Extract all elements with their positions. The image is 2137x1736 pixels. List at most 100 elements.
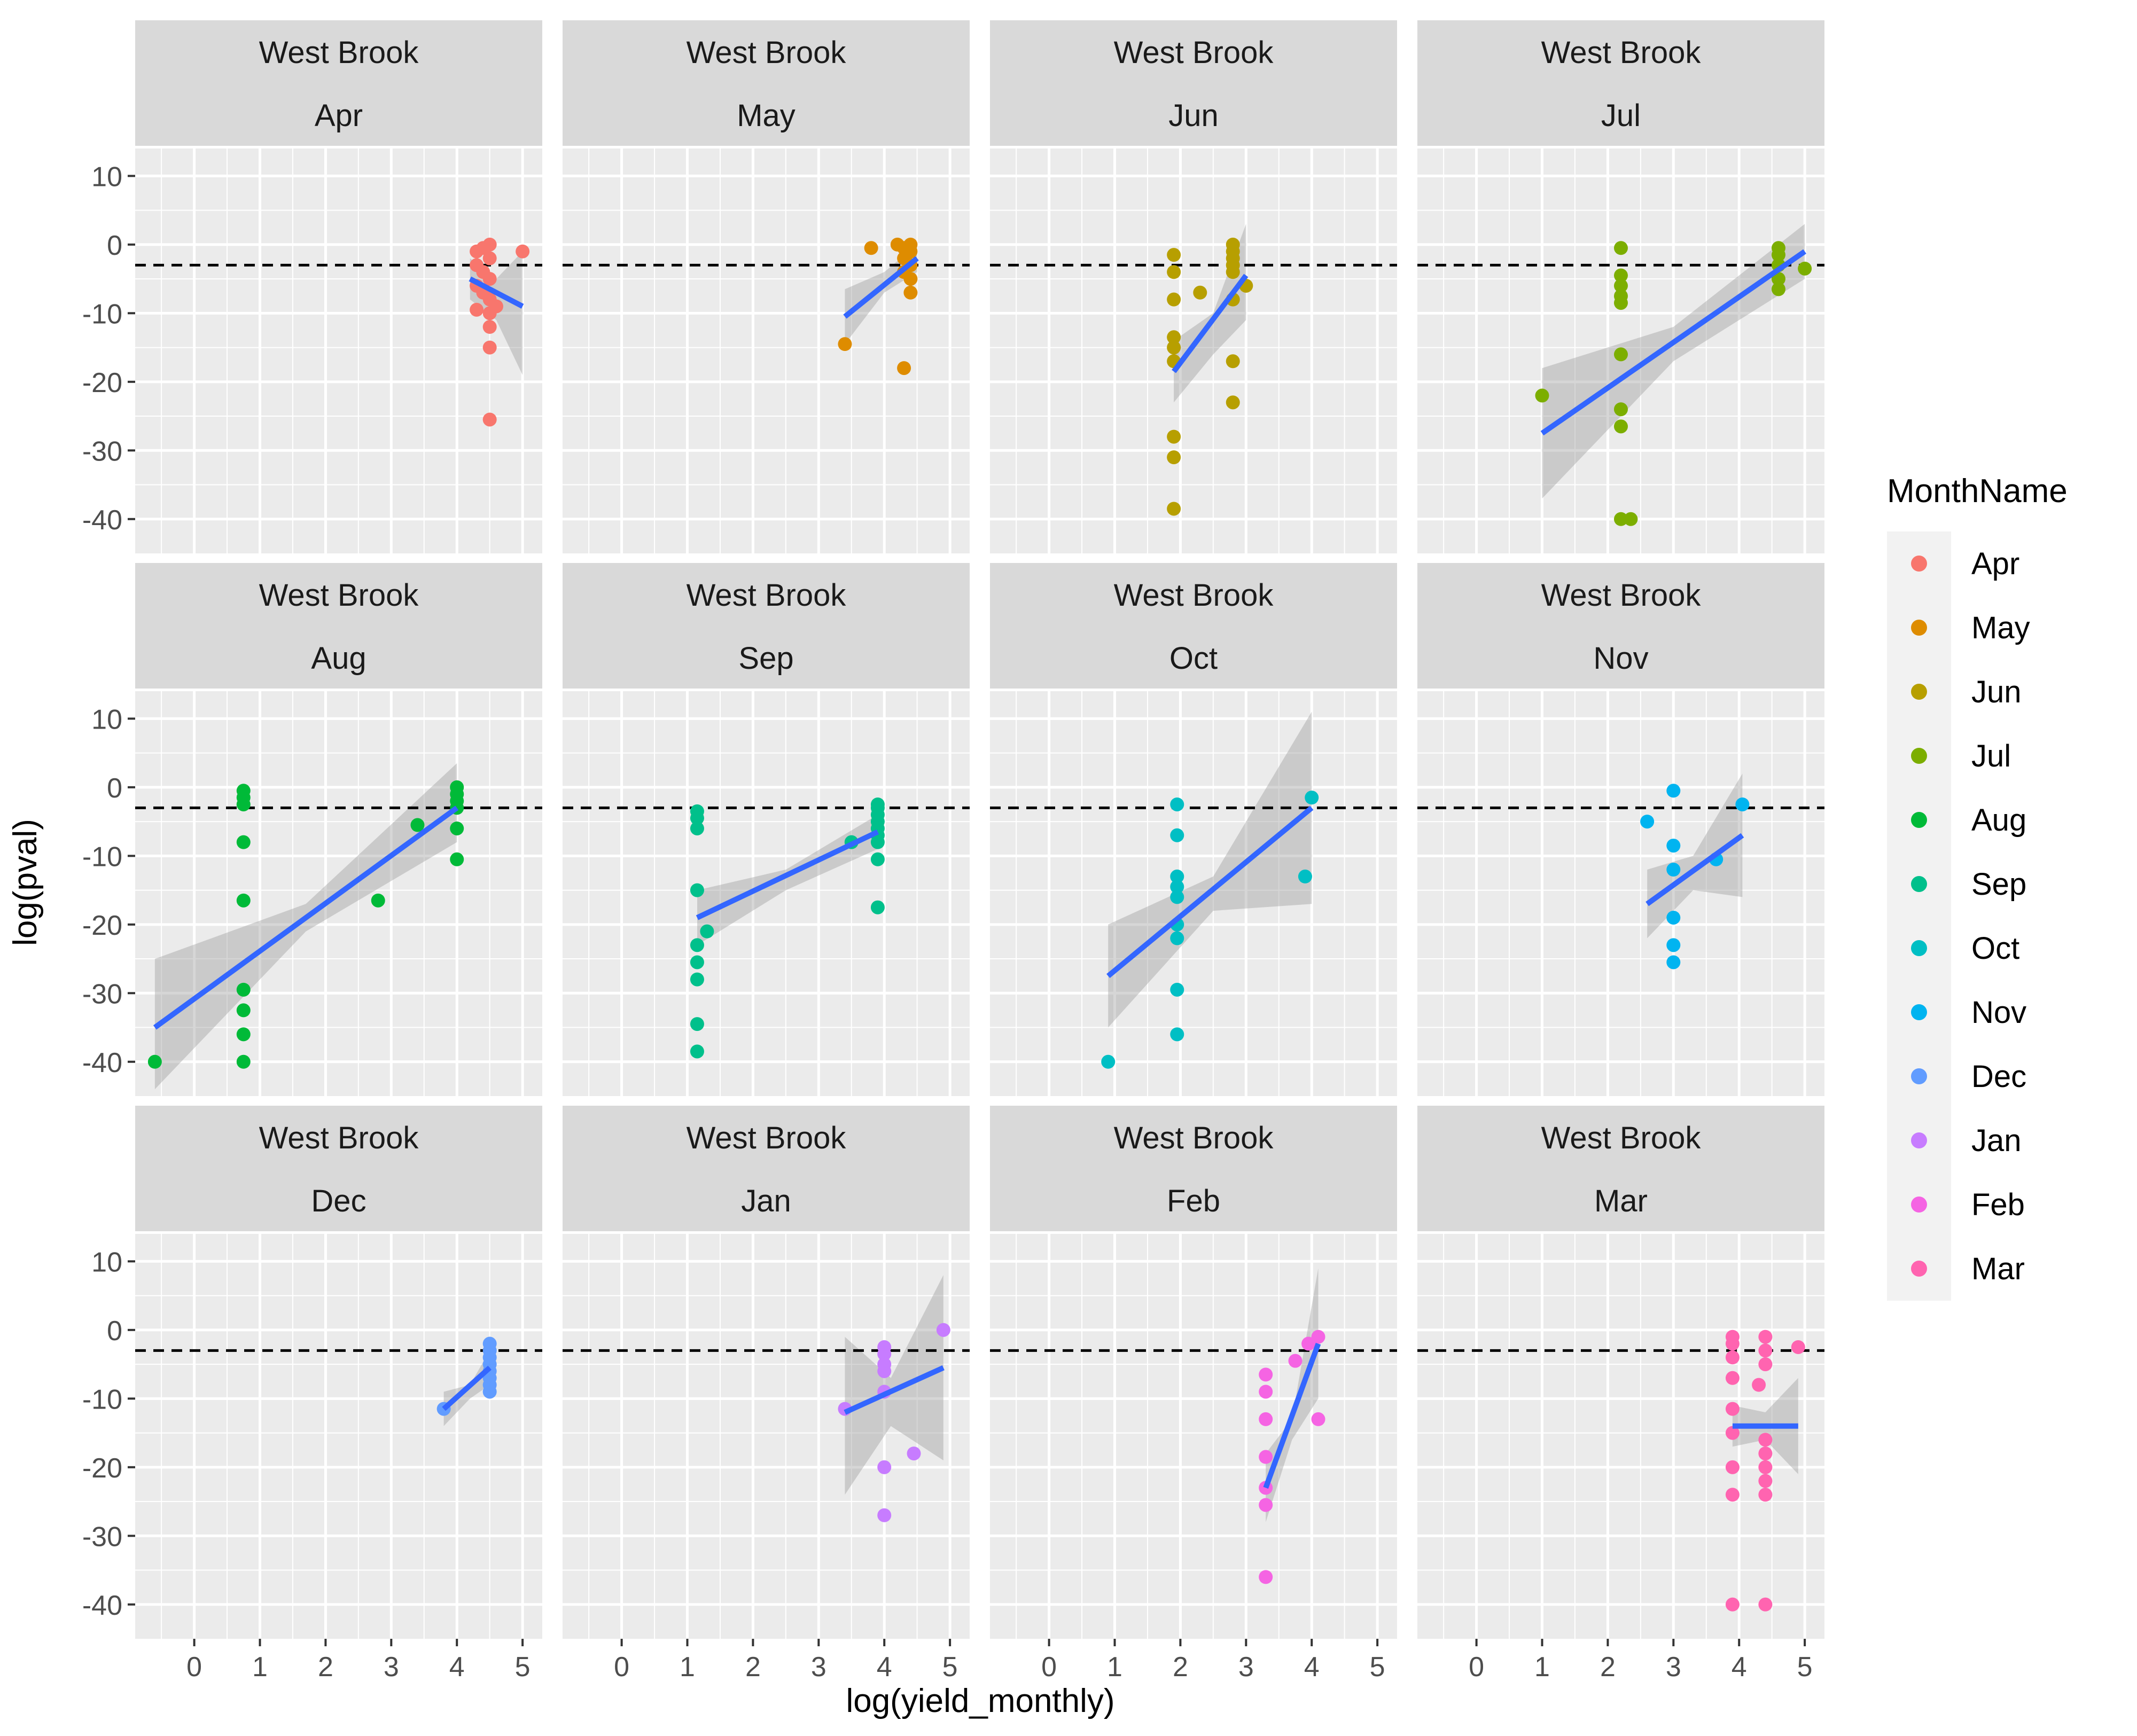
x-tick-label: 0	[614, 1652, 629, 1683]
data-point	[1624, 512, 1638, 526]
data-point	[1167, 450, 1181, 465]
data-point	[1758, 1446, 1773, 1461]
data-point	[1725, 1426, 1740, 1440]
data-point	[1614, 347, 1628, 362]
data-point	[1725, 1402, 1740, 1416]
data-point	[371, 893, 385, 908]
data-point	[147, 1054, 162, 1069]
facet-site-label: West Brook	[1541, 578, 1702, 613]
data-point	[870, 900, 885, 914]
panel-background	[1417, 1234, 1824, 1639]
data-point	[450, 852, 464, 866]
x-tick-label: 0	[1469, 1652, 1484, 1683]
data-point	[1725, 1350, 1740, 1365]
data-point	[1666, 863, 1681, 877]
facet-month-label: Aug	[311, 641, 366, 676]
data-point	[236, 982, 251, 997]
data-point	[1288, 1354, 1303, 1368]
data-point	[1752, 1378, 1766, 1392]
legend-key-background	[1887, 531, 1951, 1301]
legend-label: Dec	[1971, 1059, 2026, 1094]
facet-strip	[1417, 20, 1824, 146]
data-point	[1614, 278, 1628, 293]
x-tick-label: 4	[877, 1652, 892, 1683]
data-point	[1666, 839, 1681, 853]
legend-key-apr	[1911, 556, 1927, 572]
facet-site-label: West Brook	[1114, 35, 1274, 70]
data-point	[482, 306, 497, 320]
data-point	[1226, 265, 1240, 279]
data-point	[236, 1003, 251, 1018]
data-point	[1725, 1336, 1740, 1351]
facet-month-label: Apr	[315, 98, 363, 133]
facet-month-label: Jun	[1168, 98, 1219, 133]
facet-strip	[990, 1106, 1397, 1231]
data-point	[1771, 272, 1785, 286]
data-point	[1170, 869, 1184, 883]
fit-line	[153, 806, 459, 1030]
y-tick-label: -40	[82, 1047, 122, 1078]
facet-site-label: West Brook	[687, 35, 847, 70]
data-point	[1301, 1336, 1316, 1351]
x-tick-label: 3	[1666, 1652, 1681, 1683]
data-point	[1259, 1570, 1273, 1584]
data-point	[1725, 1371, 1740, 1385]
fit-line	[1172, 273, 1249, 373]
y-tick-label: -20	[82, 1453, 122, 1484]
facet-strip	[1417, 1106, 1824, 1231]
legend-label: May	[1971, 611, 2030, 645]
facet-strip	[135, 563, 542, 689]
legend-label: Feb	[1971, 1187, 2025, 1222]
confidence-band	[154, 763, 457, 1090]
data-point	[1167, 292, 1181, 307]
data-point	[1614, 296, 1628, 310]
y-tick-label: 10	[91, 704, 122, 735]
facet-month-label: Jul	[1601, 98, 1641, 133]
data-point	[1170, 1027, 1184, 1042]
panel-jun: West Brook Jun	[990, 20, 1397, 553]
legend-key-jan	[1911, 1132, 1927, 1148]
facet-strip	[135, 1106, 542, 1231]
data-point	[1170, 828, 1184, 842]
data-point	[690, 938, 704, 952]
legend-label: Sep	[1971, 867, 2026, 902]
x-tick-label: 2	[745, 1652, 761, 1683]
panel-background	[990, 148, 1397, 553]
x-tick-label: 1	[680, 1652, 695, 1683]
y-tick-label: 10	[91, 161, 122, 192]
facet-month-label: Feb	[1167, 1184, 1220, 1218]
facet-strip	[135, 20, 542, 146]
confidence-band	[697, 815, 878, 945]
data-point	[1298, 869, 1312, 883]
data-point	[1725, 1597, 1740, 1612]
facet-month-label: May	[737, 98, 795, 133]
panel-dec: West Brook Dec 10 0 -10 -20 -30 -40 0 1 2 3 4 5	[82, 1106, 542, 1683]
data-point	[1535, 388, 1549, 403]
facet-site-label: West Brook	[1541, 35, 1702, 70]
data-point	[1798, 261, 1812, 276]
x-tick-label: 3	[811, 1652, 826, 1683]
y-tick-label: -10	[82, 299, 122, 330]
x-tick-label: 1	[1107, 1652, 1122, 1683]
legend-key-jul	[1911, 748, 1927, 764]
fit-line	[442, 1365, 492, 1411]
data-point	[877, 1508, 892, 1522]
data-point	[450, 821, 464, 835]
x-tick-label: 5	[1370, 1652, 1385, 1683]
data-point	[1614, 419, 1628, 434]
data-point	[236, 893, 251, 908]
legend-label: Aug	[1971, 803, 2026, 838]
legend-key-may	[1911, 620, 1927, 636]
panel-aug: West Brook Aug 10 0 -10 -20 -30 -40	[82, 563, 542, 1096]
data-point	[1311, 1330, 1325, 1344]
data-point	[1666, 784, 1681, 798]
facet-site-label: West Brook	[687, 578, 847, 613]
data-point	[690, 972, 704, 987]
legend-label: Mar	[1971, 1252, 2025, 1286]
legend-key-sep	[1911, 876, 1927, 892]
data-point	[1666, 938, 1681, 952]
facet-site-label: West Brook	[1114, 578, 1274, 613]
x-tick-label: 4	[449, 1652, 465, 1683]
data-point	[236, 1054, 251, 1069]
data-point	[838, 337, 852, 351]
